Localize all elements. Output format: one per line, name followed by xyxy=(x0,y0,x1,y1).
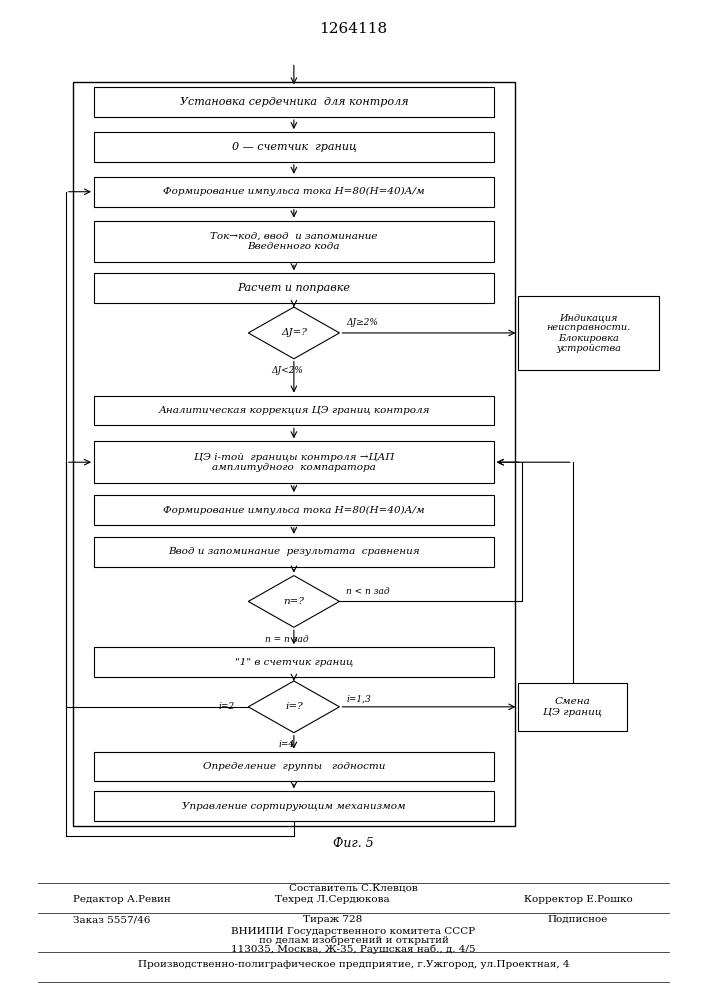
Text: 1264118: 1264118 xyxy=(320,22,387,36)
Text: Формирование импульса тока Н=80(Н=40)А/м: Формирование импульса тока Н=80(Н=40)А/м xyxy=(163,505,425,515)
Text: n = n зад: n = n зад xyxy=(265,635,309,644)
FancyBboxPatch shape xyxy=(94,495,493,525)
Text: i=?: i=? xyxy=(285,702,303,711)
Text: "1" в счетчик границ: "1" в счетчик границ xyxy=(235,658,353,667)
Text: Ввод и запоминание  результата  сравнения: Ввод и запоминание результата сравнения xyxy=(168,547,420,556)
FancyBboxPatch shape xyxy=(94,752,493,781)
FancyBboxPatch shape xyxy=(94,177,493,207)
Polygon shape xyxy=(248,307,339,359)
Text: n=?: n=? xyxy=(284,597,305,606)
FancyBboxPatch shape xyxy=(94,87,493,117)
FancyBboxPatch shape xyxy=(94,132,493,162)
Text: i=4: i=4 xyxy=(279,740,295,749)
Text: ΔJ≥2%: ΔJ≥2% xyxy=(346,318,378,327)
FancyBboxPatch shape xyxy=(518,296,659,370)
FancyBboxPatch shape xyxy=(518,683,627,731)
FancyBboxPatch shape xyxy=(94,537,493,567)
Text: Техред Л.Сердюкова: Техред Л.Сердюкова xyxy=(275,895,390,904)
FancyBboxPatch shape xyxy=(94,791,493,821)
FancyBboxPatch shape xyxy=(94,441,493,483)
FancyBboxPatch shape xyxy=(94,647,493,677)
Text: Тираж 728: Тираж 728 xyxy=(303,915,362,924)
Text: ΔJ<2%: ΔJ<2% xyxy=(271,366,303,375)
FancyBboxPatch shape xyxy=(94,396,493,425)
Text: ЦЭ i-той  границы контроля →ЦАП
амплитудного  компаратора: ЦЭ i-той границы контроля →ЦАП амплитудн… xyxy=(194,453,394,472)
Text: Смена
ЦЭ границ: Смена ЦЭ границ xyxy=(543,697,602,717)
Text: Ток→код, ввод  и запоминание
Введенного кода: Ток→код, ввод и запоминание Введенного к… xyxy=(210,232,378,251)
Text: n < n зад: n < n зад xyxy=(346,587,390,596)
Text: 0 — счетчик  границ: 0 — счетчик границ xyxy=(231,142,356,152)
Text: Аналитическая коррекция ЦЭ границ контроля: Аналитическая коррекция ЦЭ границ контро… xyxy=(158,406,430,415)
Text: Производственно-полиграфическое предприятие, г.Ужгород, ул.Проектная, 4: Производственно-полиграфическое предприя… xyxy=(138,960,569,969)
Text: Управление сортирующим механизмом: Управление сортирующим механизмом xyxy=(182,802,406,811)
Text: Установка сердечника  для контроля: Установка сердечника для контроля xyxy=(180,97,408,107)
Text: Индикация
неисправности.
Блокировка
устройства: Индикация неисправности. Блокировка устр… xyxy=(547,313,631,353)
Text: Составитель С.Клевцов: Составитель С.Клевцов xyxy=(289,883,418,892)
Text: по делам изобретений и открытий: по делам изобретений и открытий xyxy=(259,936,448,945)
Polygon shape xyxy=(248,681,339,733)
Text: Редактор А.Ревин: Редактор А.Ревин xyxy=(73,895,170,904)
Polygon shape xyxy=(248,576,339,627)
Text: ВНИИПИ Государственного комитета СССР: ВНИИПИ Государственного комитета СССР xyxy=(231,927,476,936)
FancyBboxPatch shape xyxy=(94,273,493,303)
Text: Заказ 5557/46: Заказ 5557/46 xyxy=(73,915,151,924)
Text: i=1,3: i=1,3 xyxy=(346,694,371,703)
Text: Определение  группы   годности: Определение группы годности xyxy=(203,762,385,771)
Text: Формирование импульса тока Н=80(Н=40)А/м: Формирование импульса тока Н=80(Н=40)А/м xyxy=(163,187,425,196)
Text: i=2: i=2 xyxy=(218,702,234,711)
Text: Фиг. 5: Фиг. 5 xyxy=(333,837,374,850)
FancyBboxPatch shape xyxy=(94,221,493,262)
Text: Корректор Е.Рошко: Корректор Е.Рошко xyxy=(524,895,632,904)
Text: 113035, Москва, Ж-35, Раушская наб., д. 4/5: 113035, Москва, Ж-35, Раушская наб., д. … xyxy=(231,945,476,954)
Text: Расчет и поправке: Расчет и поправке xyxy=(238,283,351,293)
Text: ΔJ=?: ΔJ=? xyxy=(281,328,307,337)
Text: Подписное: Подписное xyxy=(548,915,608,924)
